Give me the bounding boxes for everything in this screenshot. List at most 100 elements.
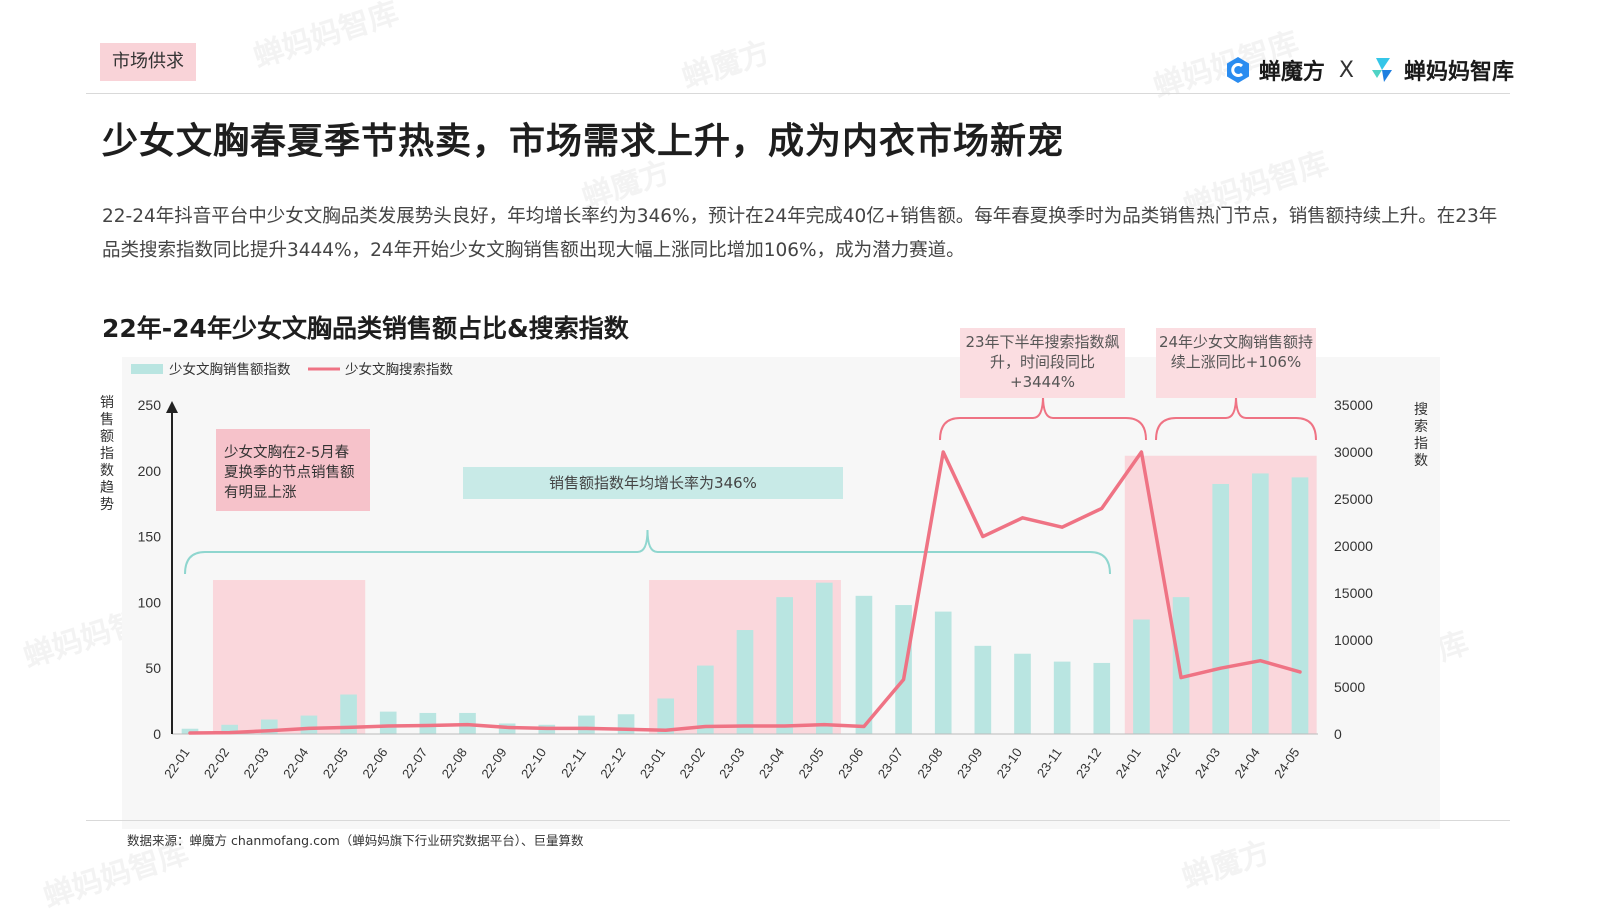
note-growth-rate: 销售额指数年均增长率为346% <box>463 467 843 499</box>
x-tick-22-12: 22-12 <box>597 745 628 781</box>
x-tick-22-04: 22-04 <box>280 745 311 781</box>
bar-24-04 <box>1252 473 1269 734</box>
y-left-axis-label-char: 趋 <box>100 480 114 496</box>
bar-23-03 <box>736 630 754 734</box>
bar-23-11 <box>1053 661 1071 734</box>
bracket-search-2023 <box>939 395 1147 441</box>
y-right-tick-35000: 35000 <box>1334 397 1373 413</box>
bar-23-02 <box>697 665 714 734</box>
x-tick-24-01: 24-01 <box>1113 745 1144 781</box>
x-tick-23-11: 23-11 <box>1034 745 1065 780</box>
x-tick-24-03: 24-03 <box>1192 745 1223 781</box>
brand-separator: X <box>1338 57 1354 83</box>
x-tick-23-05: 23-05 <box>795 745 826 781</box>
y-right-tick-0: 0 <box>1334 726 1342 742</box>
bar-23-08 <box>934 611 952 734</box>
bar-22-07 <box>419 712 437 734</box>
header-divider <box>86 93 1510 94</box>
y-left-tick-200: 200 <box>138 463 162 479</box>
note-sales-2024: 24年少女文胸销售额持续上涨同比+106% <box>1156 328 1316 398</box>
bar-22-11 <box>578 715 595 734</box>
brand-right-name: 蝉妈妈智库 <box>1403 60 1514 85</box>
highlight-band-2022-spring <box>212 580 366 734</box>
note-search-2023: 23年下半年搜索指数飙升，时间段同比+3444% <box>960 328 1125 398</box>
y-right-tick-15000: 15000 <box>1334 585 1373 601</box>
x-tick-23-06: 23-06 <box>835 745 866 781</box>
x-tick-22-06: 22-06 <box>359 745 390 781</box>
y-left-tick-250: 250 <box>138 397 162 413</box>
page-title: 少女文胸春夏季节热卖，市场需求上升，成为内衣市场新宠 <box>102 121 1065 162</box>
chart-title: 22年-24年少女文胸品类销售额占比&搜索指数 <box>102 314 629 343</box>
data-source: 数据来源：蝉魔方 chanmofang.com（蝉妈妈旗下行业研究数据平台）、巨… <box>127 833 584 848</box>
x-tick-23-12: 23-12 <box>1073 745 1104 781</box>
x-tick-23-01: 23-01 <box>637 745 668 781</box>
legend-label-sales: 少女文胸销售额指数 <box>169 361 291 378</box>
y-right-axis-label-char: 索 <box>1414 418 1428 435</box>
y-left-axis-label-char: 指 <box>100 446 114 462</box>
legend-label-search: 少女文胸搜索指数 <box>345 361 453 378</box>
x-tick-24-04: 24-04 <box>1231 745 1262 781</box>
x-tick-24-02: 24-02 <box>1152 745 1183 781</box>
page-description: 22-24年抖音平台中少女文胸品类发展势头良好，年均增长率约为346%，预计在2… <box>102 206 1498 261</box>
bar-23-12 <box>1093 662 1111 734</box>
bar-23-10 <box>1014 653 1031 734</box>
y-left-tick-0: 0 <box>153 726 161 742</box>
y-left-tick-50: 50 <box>145 660 161 676</box>
x-tick-22-05: 22-05 <box>320 745 351 781</box>
bar-22-06 <box>379 711 397 734</box>
bar-23-01 <box>657 698 675 734</box>
bar-23-04 <box>776 597 793 734</box>
bracket-growth-range <box>184 529 1111 575</box>
x-tick-22-01: 22-01 <box>161 745 192 781</box>
y-left-tick-150: 150 <box>138 529 162 545</box>
y-left-tick-100: 100 <box>138 594 162 610</box>
bar-22-02 <box>221 724 238 734</box>
x-tick-23-08: 23-08 <box>914 745 945 781</box>
bar-24-01 <box>1133 619 1150 734</box>
x-tick-23-07: 23-07 <box>875 745 906 781</box>
y-left-axis-label-char: 数 <box>100 463 114 479</box>
bar-23-09 <box>974 645 992 734</box>
x-tick-23-10: 23-10 <box>994 745 1025 781</box>
x-tick-23-02: 23-02 <box>676 745 707 781</box>
bar-24-02 <box>1172 597 1190 734</box>
bar-24-03 <box>1212 483 1230 734</box>
x-tick-22-02: 22-02 <box>201 745 232 781</box>
x-tick-24-05: 24-05 <box>1271 745 1302 781</box>
y-axis-arrow-icon <box>166 401 178 413</box>
y-right-tick-25000: 25000 <box>1334 491 1373 507</box>
x-tick-22-03: 22-03 <box>240 745 271 781</box>
x-tick-22-11: 22-11 <box>558 745 589 780</box>
bar-22-05 <box>340 694 357 734</box>
y-right-tick-20000: 20000 <box>1334 538 1373 554</box>
chanmofang-logo-icon <box>1226 57 1249 83</box>
bar-24-05 <box>1291 477 1309 734</box>
chanmama-logo-icon <box>1371 58 1392 82</box>
x-tick-23-04: 23-04 <box>756 745 787 781</box>
x-tick-22-09: 22-09 <box>478 745 509 781</box>
y-right-tick-10000: 10000 <box>1334 632 1373 648</box>
y-left-axis-label-char: 额 <box>100 429 114 445</box>
y-right-tick-30000: 30000 <box>1334 444 1373 460</box>
note-spring-season: 少女文胸在2-5月春夏换季的节点销售额有明显上涨 <box>216 429 370 511</box>
x-tick-23-09: 23-09 <box>954 745 985 781</box>
brand-left-name: 蝉魔方 <box>1258 60 1325 85</box>
bar-23-06 <box>855 595 873 734</box>
y-right-tick-5000: 5000 <box>1334 679 1365 695</box>
line-search-index <box>188 450 1302 735</box>
bar-23-05 <box>815 582 833 734</box>
x-tick-22-07: 22-07 <box>399 745 430 781</box>
x-tick-22-10: 22-10 <box>518 745 549 781</box>
y-left-axis-label-char: 售 <box>100 412 114 428</box>
footer-divider <box>86 820 1510 821</box>
y-right-axis-label-char: 指 <box>1414 436 1428 452</box>
y-left-axis-label-char: 销 <box>100 395 114 411</box>
y-right-axis-label-char: 搜 <box>1414 402 1428 418</box>
section-tag: 市场供求 <box>100 43 196 81</box>
bar-22-04 <box>300 715 318 734</box>
legend-swatch-sales <box>131 364 163 374</box>
x-tick-23-03: 23-03 <box>716 745 747 781</box>
y-left-axis-label-char: 势 <box>100 497 114 513</box>
y-right-axis-label-char: 数 <box>1414 453 1428 469</box>
